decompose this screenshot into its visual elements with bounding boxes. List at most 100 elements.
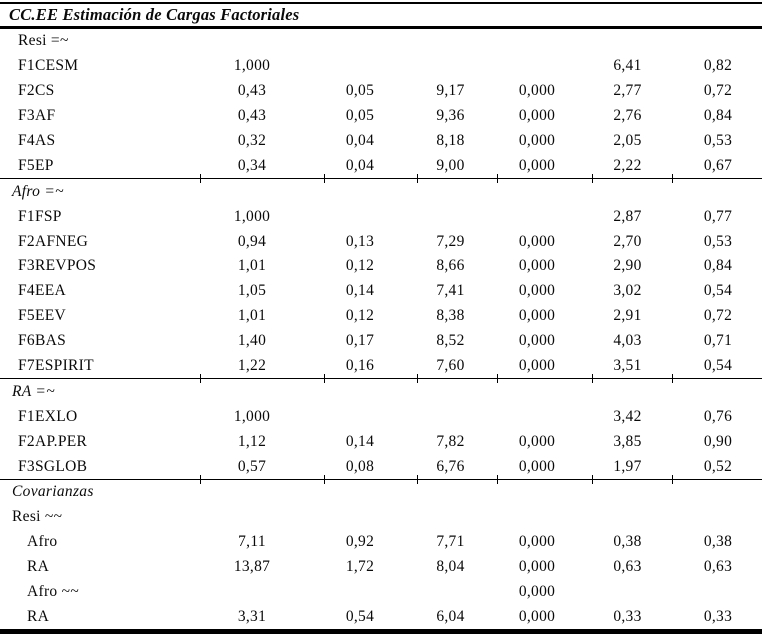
table-row: Afro =~ — [0, 179, 762, 204]
row-label: Covarianzas — [12, 483, 94, 501]
cell-col4: 0,000 — [518, 156, 556, 174]
cell-col1: 13,87 — [233, 558, 271, 576]
row-label: F3REVPOS — [18, 257, 97, 275]
cell-col2: 0,13 — [345, 232, 375, 250]
cell-col2: 0,14 — [345, 282, 375, 300]
cell-col6: 0,72 — [703, 82, 733, 100]
cell-col2: 0,04 — [345, 132, 375, 149]
table-row: Resi =~ — [0, 29, 762, 54]
section-divider — [0, 374, 762, 384]
cell-col5: 2,05 — [613, 132, 642, 149]
cell-col4: 0,000 — [518, 432, 556, 450]
cell-col2: 0,14 — [345, 432, 375, 450]
row-label: F3SGLOB — [18, 457, 88, 475]
cell-col5: 3,85 — [613, 432, 642, 450]
cell-col2: 1,72 — [345, 558, 375, 576]
table-top-rule — [0, 2, 762, 4]
cell-col4: 0,000 — [518, 307, 556, 325]
cell-col4: 0,000 — [518, 457, 556, 475]
table-row: F2AFNEG 0,94 0,13 7,29 0,000 2,70 0,53 — [0, 229, 762, 254]
cell-col3: 8,66 — [436, 257, 465, 275]
table-title: CC.EE Estimación de Cargas Factoriales — [9, 5, 300, 24]
row-label: F4AS — [18, 132, 56, 149]
row-label: F3AF — [18, 107, 56, 125]
cell-col1: 0,34 — [237, 156, 267, 174]
column-tick — [672, 475, 673, 485]
column-tick — [324, 475, 325, 485]
cell-col5: 2,77 — [613, 82, 642, 100]
cell-col1: 1,05 — [237, 282, 267, 300]
cell-col6: 0,72 — [703, 307, 733, 325]
column-tick — [592, 174, 593, 184]
cell-col6: 0,53 — [703, 232, 733, 250]
cell-col1: 0,43 — [237, 82, 267, 100]
cell-col5: 2,70 — [613, 232, 642, 250]
cell-col1: 1,12 — [237, 432, 267, 450]
table-row: Covarianzas — [0, 480, 762, 505]
table-row: F6BAS 1,40 0,17 8,52 0,000 4,03 0,71 — [0, 329, 762, 354]
cell-col3: 7,41 — [436, 282, 465, 300]
column-tick — [200, 475, 201, 485]
cell-col5: 2,90 — [613, 257, 642, 275]
column-tick — [497, 475, 498, 485]
cell-col4: 0,000 — [518, 232, 556, 250]
cell-col2: 0,12 — [345, 257, 375, 275]
cell-col1: 1,22 — [237, 357, 267, 375]
cell-col5: 2,22 — [613, 156, 642, 174]
table-row: F3AF 0,43 0,05 9,36 0,000 2,76 0,84 — [0, 104, 762, 129]
cell-col5: 3,51 — [613, 357, 642, 375]
title-bottom-rule — [0, 26, 762, 29]
table-row: F5EEV 1,01 0,12 8,38 0,000 2,91 0,72 — [0, 304, 762, 329]
cell-col3: 8,04 — [436, 558, 465, 576]
cell-col4: 0,000 — [518, 533, 556, 551]
column-tick — [672, 374, 673, 384]
cell-col6: 0,54 — [703, 282, 733, 300]
cell-col4: 0,000 — [518, 257, 556, 275]
cell-col3: 6,04 — [436, 607, 465, 625]
row-label: F4EEA — [18, 282, 66, 300]
table-body: Resi =~ F1CESM 1,000 6,41 0,82 F2CS 0,43 0,05 9,… — [0, 29, 762, 629]
cell-col5: 1,97 — [613, 457, 642, 475]
cell-col6: 0,84 — [703, 257, 733, 275]
table-row: F2CS 0,43 0,05 9,17 0,000 2,77 0,72 — [0, 79, 762, 104]
section-divider — [0, 174, 762, 184]
row-label: Afro — [27, 533, 58, 551]
cell-col1: 1,01 — [237, 307, 267, 325]
row-label: F1FSP — [18, 207, 62, 225]
cell-col2: 0,92 — [345, 533, 375, 551]
cell-col6: 0,84 — [703, 107, 733, 125]
table-row: F3REVPOS 1,01 0,12 8,66 0,000 2,90 0,84 — [0, 254, 762, 279]
table-row: F3SGLOB 0,57 0,08 6,76 0,000 1,97 0,52 — [0, 454, 762, 479]
table-row: F2AP.PER 1,12 0,14 7,82 0,000 3,85 0,90 — [0, 429, 762, 454]
table-row: F7ESPIRIT 1,22 0,16 7,60 0,000 3,51 0,54 — [0, 354, 762, 379]
cell-col3: 7,71 — [436, 533, 465, 551]
cell-col2: 0,17 — [345, 332, 375, 350]
cell-col2: 0,05 — [345, 107, 375, 125]
row-label: Resi ~~ — [12, 508, 63, 526]
cell-col1: 3,31 — [237, 607, 267, 625]
row-label: F2CS — [18, 82, 55, 100]
table-row: RA 3,31 0,54 6,04 0,000 0,33 0,33 — [0, 604, 762, 629]
column-tick — [324, 374, 325, 384]
row-label: F5EP — [18, 156, 54, 174]
cell-col2: 0,04 — [345, 156, 375, 174]
cell-col3: 6,76 — [436, 457, 465, 475]
column-tick — [672, 174, 673, 184]
column-tick — [417, 475, 418, 485]
cell-col4: 0,000 — [518, 558, 556, 576]
cell-col3: 9,00 — [436, 156, 465, 174]
table-row: Afro 7,11 0,92 7,71 0,000 0,38 0,38 — [0, 530, 762, 555]
cell-col3: 8,18 — [436, 132, 465, 149]
cell-col1: 0,94 — [237, 232, 267, 250]
cell-col6: 0,77 — [703, 207, 733, 225]
table-row: Resi ~~ — [0, 505, 762, 530]
table-row: Afro ~~ 0,000 — [0, 580, 762, 605]
cell-col3: 8,52 — [436, 332, 465, 350]
cell-col6: 0,67 — [703, 156, 733, 174]
cell-col5: 0,38 — [613, 533, 642, 551]
table-row: F5EP 0,34 0,04 9,00 0,000 2,22 0,67 — [0, 153, 762, 178]
column-tick — [200, 374, 201, 384]
cell-col6: 0,33 — [703, 607, 733, 625]
section-divider — [0, 475, 762, 485]
column-tick — [417, 374, 418, 384]
